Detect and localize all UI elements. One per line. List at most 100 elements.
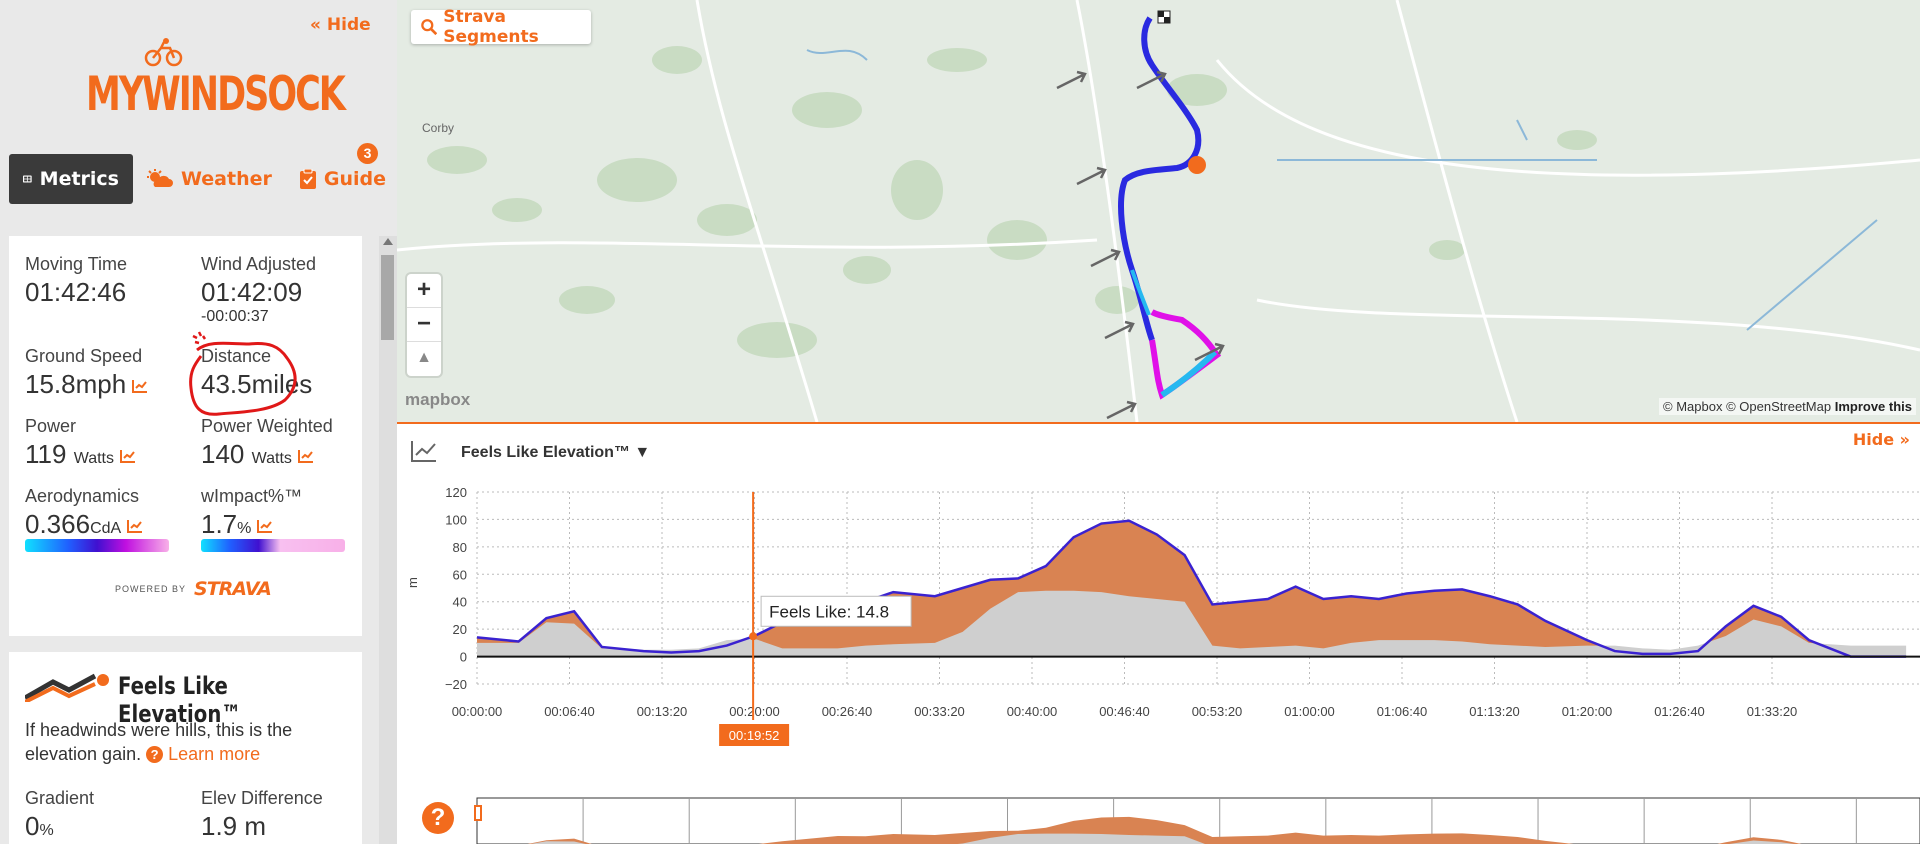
zoom-out-button[interactable]: −	[407, 308, 441, 342]
x-tick-label: 00:40:00	[1007, 704, 1058, 719]
red-hand-drawn-circle	[189, 331, 297, 416]
tab-guide[interactable]: Guide	[286, 154, 397, 204]
weather-icon	[147, 169, 173, 187]
power-metric: Power 119 Watts	[25, 416, 136, 470]
scroll-up-arrow[interactable]	[383, 238, 393, 245]
x-tick-label: 00:06:40	[544, 704, 595, 719]
finish-flag-icon	[1157, 10, 1171, 24]
cursor-time-label: 00:19:52	[729, 728, 780, 743]
map-attribution: © Mapbox © OpenStreetMap Improve this	[1659, 398, 1916, 415]
x-tick-label: 00:46:40	[1099, 704, 1150, 719]
line-chart-icon[interactable]	[411, 440, 437, 462]
moving-time-value: 01:42:46	[25, 277, 127, 307]
y-tick-label: 20	[453, 622, 467, 637]
cyclist-icon	[144, 38, 183, 67]
y-tick-label: 100	[445, 512, 467, 527]
help-icon[interactable]: ?	[422, 802, 454, 834]
y-tick-label: 80	[453, 540, 467, 555]
wind-adjusted-label: Wind Adjusted	[201, 254, 317, 274]
gradient-label: Gradient	[25, 788, 95, 808]
trend-chart-icon[interactable]	[119, 449, 136, 464]
wimpact-value: 1.7	[201, 509, 238, 539]
learn-more-link[interactable]: Learn more	[168, 744, 261, 764]
distance-label: Distance	[201, 346, 272, 366]
sidebar-hide-link[interactable]: « Hide	[310, 15, 371, 35]
ground-speed-metric: Ground Speed 15.8mph	[25, 346, 148, 400]
overview-minimap-chart[interactable]	[397, 796, 1920, 844]
sidebar-scrollbar[interactable]	[379, 236, 397, 844]
compass-button[interactable]: ▲	[416, 349, 432, 366]
power-label: Power	[25, 416, 77, 436]
x-tick-label: 01:20:00	[1562, 704, 1613, 719]
x-tick-label: 01:33:20	[1747, 704, 1798, 719]
aero-label: Aerodynamics	[25, 486, 140, 506]
trend-chart-icon[interactable]	[132, 379, 148, 394]
mywindsock-logo[interactable]: MYWINDSOCK	[86, 38, 346, 128]
strava-segments-button[interactable]: Strava Segments	[411, 7, 591, 47]
chart-tooltip	[760, 595, 912, 627]
x-tick-label: 00:53:20	[1192, 704, 1243, 719]
feels-like-elevation-chart[interactable]: 120 100 80 60 40 20 0 −20 00:00:00 00:06:40 00:13:…	[397, 478, 1920, 768]
mapbox-logo[interactable]: mapbox	[405, 390, 471, 409]
fle-description-text: If headwinds were hills, this is the ele…	[25, 720, 293, 764]
power-weighted-metric: Power Weighted 140 Watts	[201, 416, 333, 470]
tab-metrics[interactable]: Metrics	[9, 154, 133, 204]
y-tick-label: 40	[453, 595, 467, 610]
minimap-feels-area	[477, 816, 1907, 844]
x-tick-label: 01:13:20	[1469, 704, 1520, 719]
elevation-chart-selector[interactable]: Feels Like Elevation™ ▼	[461, 444, 651, 461]
x-tick-label: 00:26:40	[822, 704, 873, 719]
fle-title: Feels Like Elevation™	[118, 672, 242, 728]
gradient-value: 0	[25, 811, 40, 841]
route-map[interactable]: Corby Strava Segments + − ▲ mapbox © Map…	[397, 0, 1920, 422]
zoom-in-button[interactable]: +	[407, 274, 441, 308]
search-icon	[421, 19, 438, 36]
y-axis-label: m	[405, 577, 420, 588]
tab-weather[interactable]: Weather	[133, 154, 286, 204]
ground-speed-label: Ground Speed	[25, 346, 143, 366]
gradient-unit: %	[39, 822, 54, 839]
wind-adjusted-diff: -00:00:37	[201, 308, 269, 325]
attribution-mapbox[interactable]: © Mapbox	[1663, 399, 1723, 414]
tab-weather-label: Weather	[181, 168, 272, 190]
gradient-metric: Gradient 0%	[25, 788, 94, 842]
trend-chart-icon[interactable]	[257, 519, 273, 534]
cursor-time-badge	[719, 724, 790, 746]
wind-adjusted-value: 01:42:09	[201, 277, 303, 307]
elevation-hide-link[interactable]: Hide »	[1853, 430, 1910, 449]
sidebar-scroll-thumb[interactable]	[381, 255, 394, 340]
tab-metrics-label: Metrics	[39, 168, 119, 190]
x-tick-label: 01:26:40	[1654, 704, 1705, 719]
trend-chart-icon[interactable]	[127, 519, 143, 534]
logo-text: MYWINDSOCK	[86, 68, 346, 122]
x-tick-label: 00:00:00	[452, 704, 503, 719]
feels-like-elevation-card: Feels Like Elevation™ If headwinds were …	[9, 652, 362, 844]
trend-chart-icon[interactable]	[297, 449, 314, 464]
power-weighted-unit: Watts	[251, 450, 292, 467]
x-tick-label: 01:00:00	[1284, 704, 1335, 719]
fle-description: If headwinds were hills, this is the ele…	[25, 718, 345, 766]
strava-segments-label: Strava Segments	[443, 7, 539, 47]
powered-by-strava: POWERED BY STRAVA	[115, 578, 272, 600]
clipboard-icon	[299, 169, 316, 189]
power-weighted-value: 140	[201, 439, 245, 469]
x-tick-label: 00:13:20	[637, 704, 688, 719]
minimap-elev-area	[477, 833, 1907, 844]
elev-diff-metric: Elev Difference 1.9 m	[201, 788, 323, 842]
wimpact-label: wImpact%™	[201, 486, 303, 506]
improve-map-link[interactable]: Improve this	[1834, 399, 1912, 414]
help-icon[interactable]: ?	[146, 746, 164, 763]
attribution-osm[interactable]: © OpenStreetMap	[1726, 399, 1832, 414]
elevation-area	[477, 590, 1907, 657]
powered-by-text: POWERED BY	[115, 584, 187, 594]
x-tick-label: 00:20:00	[729, 704, 780, 719]
map-zoom-controls: + − ▲	[407, 274, 441, 376]
aero-value: 0.366	[25, 509, 91, 539]
sidebar: « Hide MYWINDSOCK Metrics	[0, 0, 397, 844]
elevation-panel: Feels Like Elevation™ ▼ Hide » 120 100 80 6…	[397, 422, 1920, 844]
minimap-handle	[474, 805, 482, 821]
y-tick-label: −20	[445, 677, 467, 692]
aero-unit: CdA	[90, 520, 122, 537]
chevron-down-icon: »	[1899, 430, 1910, 449]
